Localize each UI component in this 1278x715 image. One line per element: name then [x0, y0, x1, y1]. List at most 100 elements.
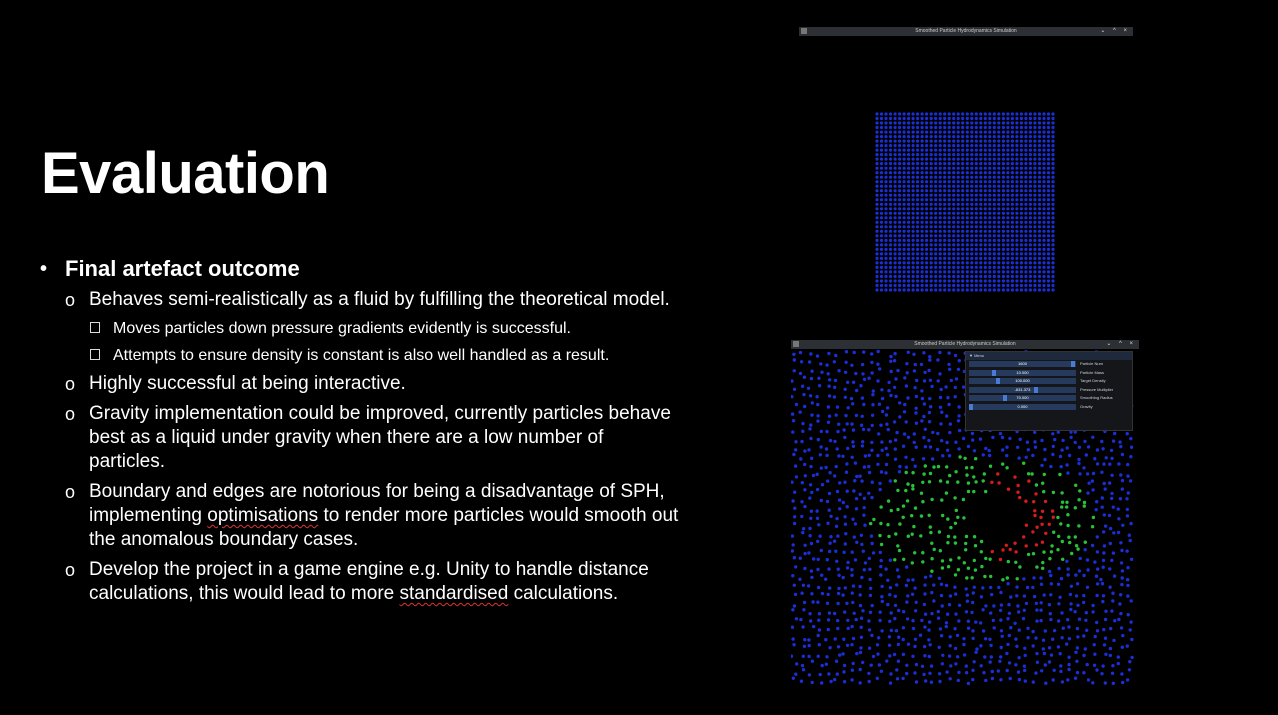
particle — [916, 283, 920, 288]
particle — [997, 256, 1001, 260]
particle — [886, 427, 890, 432]
particle — [938, 279, 942, 283]
particle — [1034, 636, 1038, 640]
particle — [1113, 619, 1117, 623]
particle — [907, 229, 911, 233]
particle — [957, 670, 961, 675]
particle — [911, 157, 915, 161]
particle — [1046, 216, 1051, 220]
particle — [997, 157, 1001, 161]
particle — [867, 628, 872, 632]
slider-track[interactable]: 10.000 — [969, 369, 1076, 376]
particle — [888, 225, 893, 229]
particle — [1033, 144, 1037, 148]
particle — [956, 247, 960, 251]
window-titlebar[interactable]: Smoothed Particle Hydrodynamics Simulati… — [799, 27, 1133, 36]
particle — [957, 619, 961, 623]
particle — [947, 252, 951, 256]
slider-track[interactable]: 0.000 — [969, 403, 1076, 410]
particle — [1025, 585, 1030, 590]
slider-handle[interactable] — [1002, 395, 1007, 401]
particle — [902, 288, 906, 292]
slider-handle[interactable] — [1033, 386, 1038, 393]
slider-track[interactable]: 100.000 — [969, 378, 1076, 384]
particle — [1102, 462, 1106, 466]
particle — [992, 148, 996, 152]
particle — [970, 279, 974, 283]
particle — [1004, 543, 1008, 547]
particle — [884, 288, 888, 292]
particle — [1028, 243, 1032, 247]
particle — [928, 396, 932, 401]
particle — [1053, 437, 1057, 442]
slider-track[interactable]: 70.000 — [969, 395, 1076, 401]
particle — [970, 175, 974, 179]
slider-handle[interactable] — [969, 403, 973, 410]
particle — [888, 234, 893, 238]
particle — [1052, 628, 1057, 633]
particle — [1037, 193, 1042, 197]
particle — [855, 540, 859, 544]
particle — [898, 139, 902, 143]
particle — [1111, 551, 1116, 555]
slider-track[interactable]: 1600 — [969, 361, 1076, 367]
particle — [943, 116, 947, 121]
particle — [829, 514, 833, 518]
particle — [988, 225, 992, 229]
particle — [879, 157, 884, 161]
particle — [1005, 668, 1009, 673]
particle — [1110, 491, 1114, 496]
particle — [946, 541, 950, 545]
particle — [1006, 617, 1010, 621]
particle — [888, 261, 893, 265]
slider-handle[interactable] — [991, 369, 996, 376]
particle — [893, 225, 897, 229]
particle — [970, 211, 974, 215]
particle — [884, 175, 888, 179]
slider-track[interactable]: -631.373 — [969, 386, 1076, 393]
particle — [878, 367, 882, 371]
particle — [1006, 157, 1010, 161]
particle — [843, 395, 847, 399]
particle — [1116, 655, 1120, 659]
particle — [1010, 130, 1014, 134]
particle — [944, 621, 949, 625]
particle — [931, 430, 935, 435]
particle — [1035, 660, 1040, 664]
particle — [929, 229, 933, 233]
particle — [880, 409, 885, 414]
particle — [879, 171, 884, 175]
particle — [920, 234, 924, 238]
particle — [920, 247, 924, 251]
particle — [1008, 436, 1012, 441]
particle — [938, 144, 942, 148]
particle — [934, 229, 938, 233]
window-controls[interactable]: ⌄ ^ × — [1100, 28, 1130, 34]
particle — [941, 454, 945, 458]
particle — [879, 288, 884, 292]
particle — [911, 148, 915, 152]
particle — [880, 629, 884, 633]
particle — [810, 413, 814, 417]
particle — [970, 153, 974, 157]
particle — [964, 671, 969, 675]
particle — [934, 157, 938, 161]
particle — [1015, 130, 1019, 134]
window-titlebar[interactable]: Smoothed Particle Hydrodynamics Simulati… — [791, 340, 1139, 349]
particle — [867, 556, 871, 561]
particle — [862, 513, 866, 517]
slider-handle[interactable] — [1070, 361, 1075, 367]
particle — [1031, 644, 1035, 648]
particle — [1031, 453, 1035, 458]
menu-header[interactable]: ▼ Menu — [966, 352, 1132, 360]
particle — [938, 549, 942, 553]
window-controls[interactable]: ⌄ ^ × — [1106, 341, 1136, 347]
particle — [1042, 184, 1046, 188]
particle-canvas[interactable] — [799, 36, 1133, 297]
slider-handle[interactable] — [995, 378, 1000, 384]
particle — [913, 551, 917, 555]
particle — [1016, 483, 1020, 488]
particle — [1046, 247, 1051, 251]
particle — [799, 617, 803, 622]
particle — [952, 139, 956, 143]
